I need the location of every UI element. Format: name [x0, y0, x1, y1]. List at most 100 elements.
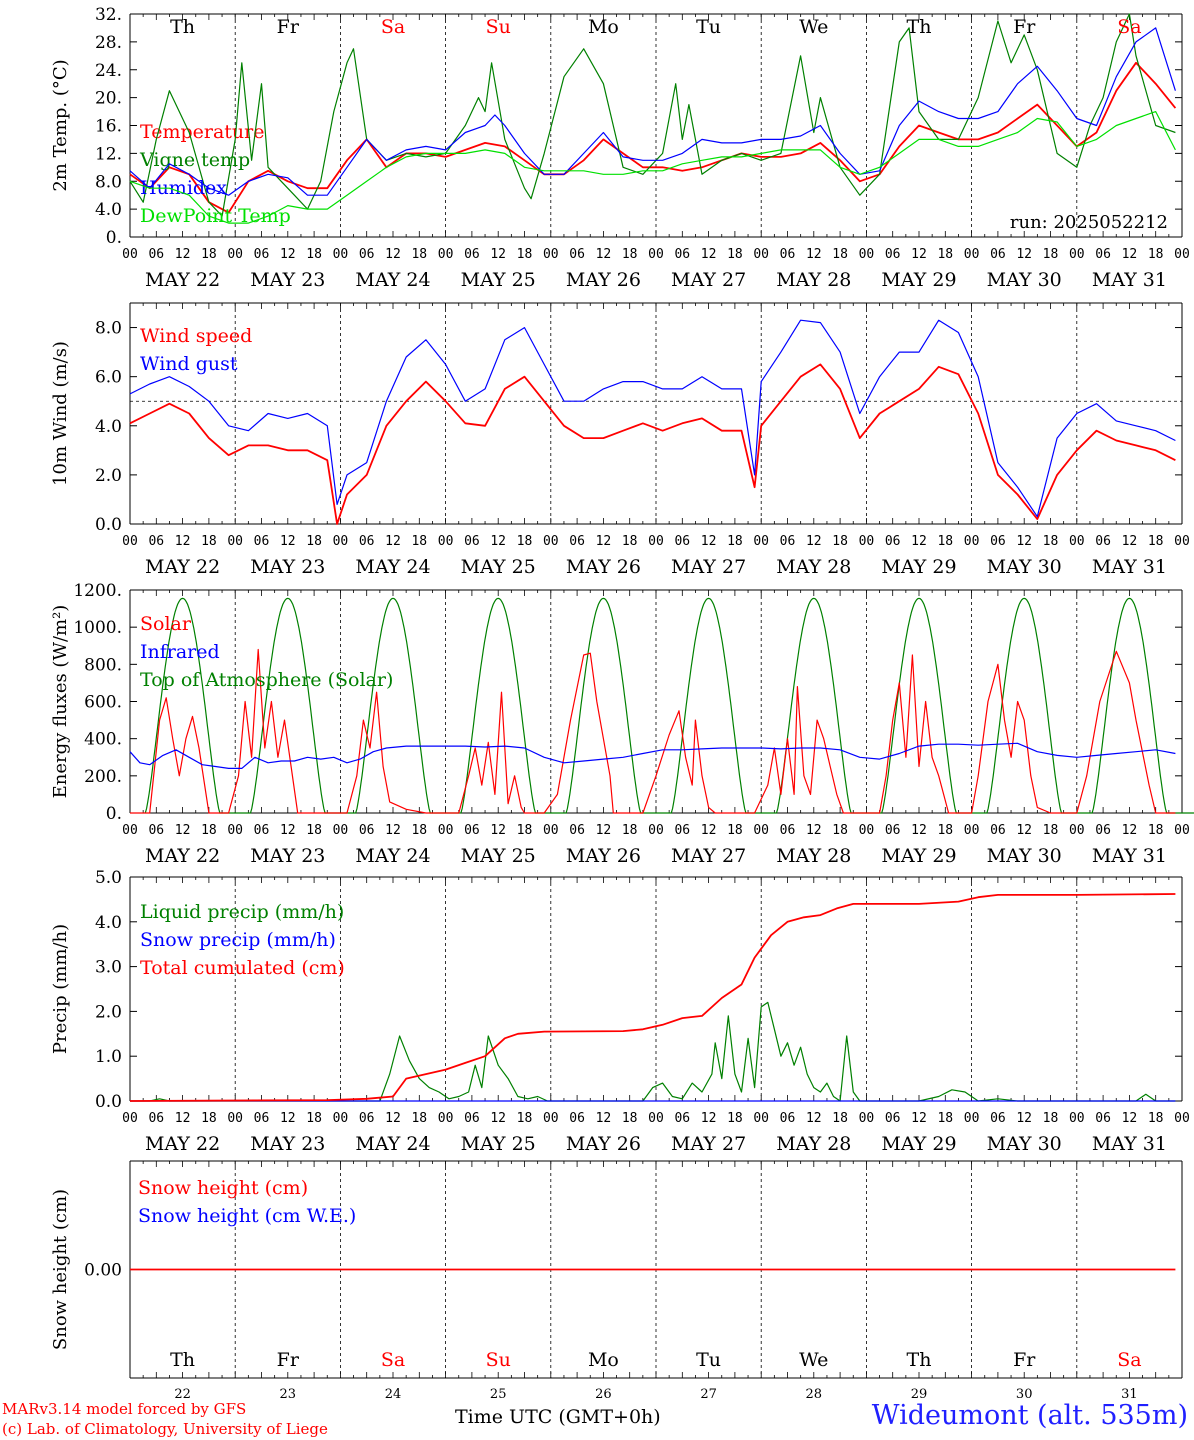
weekday-label: Su	[486, 1349, 511, 1371]
date-label: MAY 26	[566, 556, 641, 578]
weekday-label: Tu	[696, 1349, 721, 1371]
x-axis-title: Time UTC (GMT+0h)	[455, 1406, 661, 1428]
hour-tick-label: 06	[359, 534, 375, 549]
hour-tick-label: 00	[1069, 823, 1085, 838]
hour-tick-label: 00	[964, 1111, 980, 1126]
hour-tick-label: 12	[490, 1111, 506, 1126]
hour-tick-label: 06	[1095, 823, 1111, 838]
date-label: MAY 31	[1092, 556, 1167, 578]
hour-tick-label: 18	[727, 1111, 743, 1126]
hour-tick-label: 00	[227, 534, 243, 549]
hour-tick-label: 18	[411, 534, 427, 549]
hour-tick-label: 00	[227, 1111, 243, 1126]
date-label: MAY 22	[145, 556, 220, 578]
hour-tick-label: 18	[1148, 1111, 1164, 1126]
hour-tick-label: 00	[1174, 247, 1190, 262]
hour-tick-label: 06	[464, 1111, 480, 1126]
hour-tick-label: 06	[464, 823, 480, 838]
date-label: MAY 25	[461, 845, 536, 867]
hour-tick-label: 00	[1174, 534, 1190, 549]
hour-tick-label: 12	[490, 534, 506, 549]
legend-entry: Solar	[140, 613, 192, 635]
hour-tick-label: 06	[885, 247, 901, 262]
day-number-label: 24	[385, 1387, 402, 1402]
y-tick-label: 0.0	[95, 1092, 122, 1112]
hour-tick-label: 06	[569, 247, 585, 262]
hour-tick-label: 06	[674, 534, 690, 549]
hour-tick-label: 00	[543, 1111, 559, 1126]
date-label: MAY 25	[461, 269, 536, 291]
y-tick-label: 0.00	[84, 1261, 122, 1281]
hour-tick-label: 06	[674, 823, 690, 838]
hour-tick-label: 06	[990, 247, 1006, 262]
hour-tick-label: 00	[648, 534, 664, 549]
hour-tick-label: 00	[859, 823, 875, 838]
hour-tick-label: 18	[622, 534, 638, 549]
hour-tick-label: 00	[1069, 534, 1085, 549]
y-tick-label: 0.	[106, 804, 122, 824]
hour-tick-label: 12	[175, 534, 191, 549]
hour-tick-label: 12	[1122, 1111, 1138, 1126]
y-tick-label: 3.0	[95, 958, 122, 978]
hour-tick-label: 18	[937, 1111, 953, 1126]
hour-tick-label: 18	[1043, 1111, 1059, 1126]
hour-tick-label: 12	[385, 534, 401, 549]
hour-tick-label: 00	[1174, 1111, 1190, 1126]
legend-entry: DewPoint Temp	[140, 205, 291, 227]
hour-tick-label: 18	[727, 534, 743, 549]
hour-tick-label: 06	[569, 1111, 585, 1126]
date-label: MAY 23	[250, 1133, 325, 1155]
hour-tick-label: 12	[596, 247, 612, 262]
hour-tick-label: 00	[333, 1111, 349, 1126]
hour-tick-label: 06	[254, 247, 270, 262]
hour-tick-label: 06	[1095, 247, 1111, 262]
hour-tick-label: 00	[333, 247, 349, 262]
hour-tick-label: 18	[201, 534, 217, 549]
hour-tick-label: 12	[280, 1111, 296, 1126]
hour-tick-label: 12	[280, 247, 296, 262]
legend-entry: Snow height (cm)	[138, 1177, 308, 1199]
date-label: MAY 25	[461, 556, 536, 578]
hour-tick-label: 00	[859, 534, 875, 549]
meteogram-panels: 0. 4.0 8.0 12. 16. 20. 24. 28. 32. 2m Temp. (°C) T…	[50, 5, 1194, 1402]
series-humidex	[129, 27, 1176, 196]
hour-tick-label: 00	[1069, 1111, 1085, 1126]
lab-credit: (c) Lab. of Climatology, University of L…	[2, 1420, 328, 1438]
date-label: MAY 23	[250, 556, 325, 578]
hour-tick-label: 12	[1016, 534, 1032, 549]
legend-entry: Liquid precip (mm/h)	[140, 901, 344, 923]
legend-entry: Top of Atmosphere (Solar)	[140, 669, 393, 691]
weekday-label: Su	[486, 16, 511, 38]
date-label: MAY 30	[987, 845, 1062, 867]
y-tick-label: 1000.	[73, 618, 122, 638]
hour-tick-label: 18	[937, 823, 953, 838]
hour-tick-label: 12	[806, 823, 822, 838]
hour-tick-label: 18	[201, 823, 217, 838]
hour-tick-label: 00	[333, 823, 349, 838]
hour-tick-label: 06	[148, 534, 164, 549]
hour-tick-label: 06	[990, 823, 1006, 838]
hour-tick-label: 06	[148, 247, 164, 262]
hour-tick-label: 00	[753, 534, 769, 549]
hour-tick-label: 18	[937, 247, 953, 262]
weekday-label: We	[799, 1349, 828, 1371]
hour-tick-label: 06	[254, 823, 270, 838]
date-label: MAY 28	[776, 269, 851, 291]
hour-tick-label: 12	[911, 1111, 927, 1126]
y-axis-label: Precip (mm/h)	[50, 924, 71, 1054]
hour-tick-label: 18	[937, 534, 953, 549]
hour-tick-label: 06	[254, 1111, 270, 1126]
date-label: MAY 24	[355, 1133, 430, 1155]
legend-entry: Vigne temp	[139, 149, 250, 171]
legend-entry: Snow precip (mm/h)	[140, 929, 336, 951]
hour-tick-label: 12	[911, 823, 927, 838]
hour-tick-label: 18	[517, 534, 533, 549]
legend-entry: Temperature	[140, 121, 264, 143]
series-infrared	[129, 742, 1176, 769]
weekday-label: Sa	[381, 16, 405, 38]
hour-tick-label: 00	[122, 1111, 138, 1126]
legend-entry: Total cumulated (cm)	[140, 957, 345, 979]
hour-tick-label: 12	[701, 247, 717, 262]
weekday-label: Tu	[696, 16, 721, 38]
hour-tick-label: 06	[359, 823, 375, 838]
